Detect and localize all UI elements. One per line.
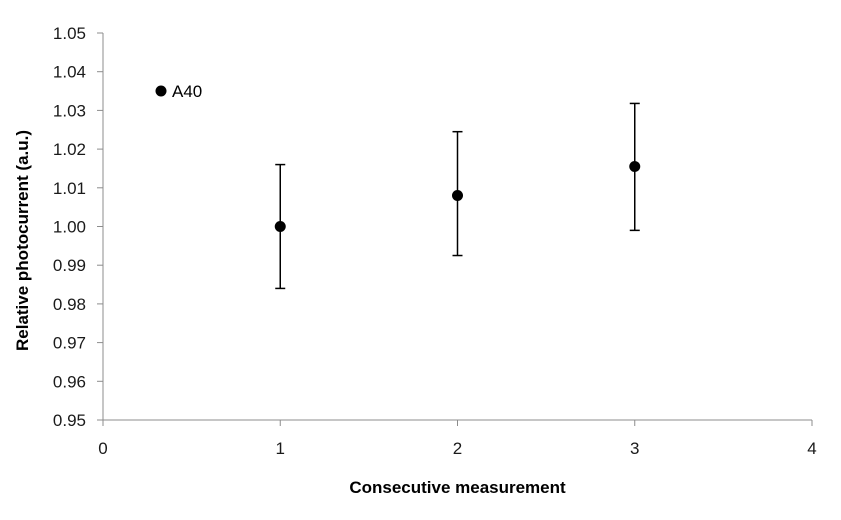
x-axis-title: Consecutive measurement bbox=[349, 478, 566, 497]
x-tick-label: 2 bbox=[453, 439, 462, 458]
y-axis-ticks: 0.95 0.96 0.97 0.98 0.99 1.00 1.01 1.02 1.03 1.04… bbox=[53, 24, 103, 430]
data-points bbox=[274, 161, 641, 232]
y-tick-label: 1.01 bbox=[53, 179, 86, 198]
y-tick-label: 0.99 bbox=[53, 256, 86, 275]
y-tick-label: 0.95 bbox=[53, 411, 86, 430]
y-axis-title: Relative photocurrent (a.u.) bbox=[13, 130, 32, 351]
y-tick-label: 1.03 bbox=[53, 101, 86, 120]
y-tick-label: 1.02 bbox=[53, 140, 86, 159]
y-tick-label: 1.04 bbox=[53, 63, 86, 82]
x-axis-ticks: 0 1 2 3 4 bbox=[98, 420, 817, 458]
legend-label: A40 bbox=[172, 82, 202, 101]
y-tick-label: 0.97 bbox=[53, 334, 86, 353]
data-point bbox=[629, 161, 641, 173]
x-tick-label: 4 bbox=[807, 439, 816, 458]
y-tick-label: 1.00 bbox=[53, 218, 86, 237]
legend: A40 bbox=[155, 82, 202, 101]
legend-marker bbox=[155, 85, 167, 97]
x-tick-label: 1 bbox=[276, 439, 285, 458]
x-tick-label: 3 bbox=[630, 439, 639, 458]
data-point bbox=[452, 190, 463, 202]
y-tick-label: 0.96 bbox=[53, 372, 86, 391]
x-tick-label: 0 bbox=[98, 439, 107, 458]
y-tick-label: 0.98 bbox=[53, 295, 86, 314]
y-tick-label: 1.05 bbox=[53, 24, 86, 43]
data-point bbox=[274, 221, 286, 232]
